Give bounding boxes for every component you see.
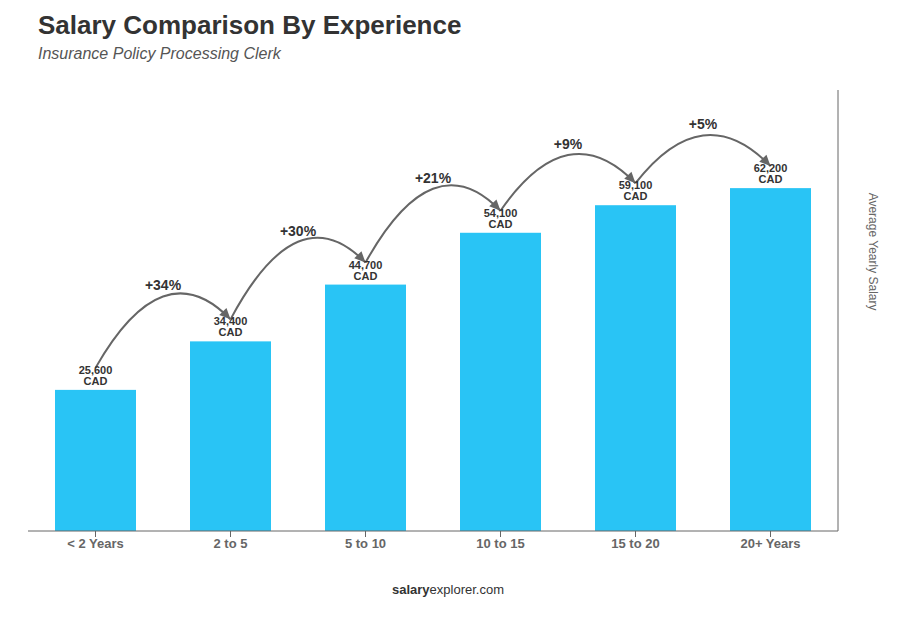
html-text:Salary Comparison By Experienc: Salary Comparison By Experience <box>38 10 462 40</box>
svg-text:34,400CAD: 34,400CAD <box>214 315 248 338</box>
svg-text:+34%: +34% <box>145 277 182 293</box>
svg-text:+30%: +30% <box>280 223 317 239</box>
svg-text:25,600CAD: 25,600CAD <box>79 364 113 387</box>
svg-text:Average Yearly Salary: Average Yearly Salary <box>866 193 880 311</box>
svg-text:15 to 20: 15 to 20 <box>611 536 659 551</box>
svg-text:2 to 5: 2 to 5 <box>214 536 248 551</box>
svg-text:62,200CAD: 62,200CAD <box>754 162 788 185</box>
svg-text:10 to 15: 10 to 15 <box>476 536 524 551</box>
svg-text:20+ Years: 20+ Years <box>740 536 800 551</box>
html-text:Insurance Policy Processing Cl: Insurance Policy Processing Clerk <box>38 45 281 62</box>
svg-text:44,700CAD: 44,700CAD <box>349 259 383 282</box>
html-text:salary explorer.com: salary explorer.com <box>392 582 504 597</box>
svg-text:5 to 10: 5 to 10 <box>345 536 386 551</box>
svg-text:54,100CAD: 54,100CAD <box>484 207 518 230</box>
svg-text:+21%: +21% <box>415 170 452 186</box>
svg-text:+5%: +5% <box>689 116 718 132</box>
svg-text:+9%: +9% <box>554 136 583 152</box>
svg-text:59,100CAD: 59,100CAD <box>619 179 653 202</box>
svg-text:< 2 Years: < 2 Years <box>67 536 124 551</box>
